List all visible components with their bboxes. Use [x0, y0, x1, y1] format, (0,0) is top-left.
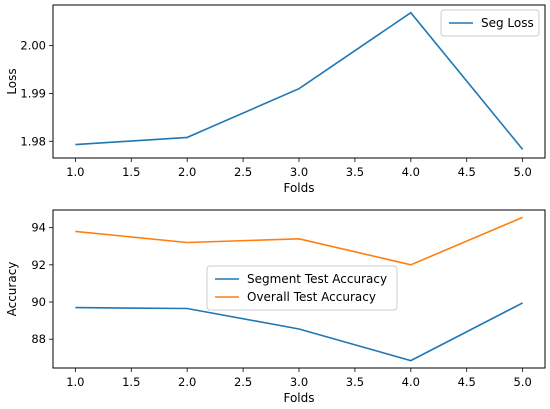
x-tick-label: 4.0 [402, 165, 420, 179]
x-tick-label: 5.0 [513, 165, 531, 179]
series-line-1 [75, 216, 523, 266]
series-line-0 [75, 11, 524, 150]
loss-chart: 1.0 1.5 2.0 2.5 3.0 3.5 4.0 4.5 5.0 1.98 1.99 2.00 F… [5, 4, 546, 195]
y-tick-label: 90 [31, 295, 46, 309]
x-tick-label: 3.0 [290, 375, 308, 389]
x-tick-label: 1.0 [66, 165, 84, 179]
x-tick-label: 2.0 [178, 375, 196, 389]
x-tick-label: 5.0 [513, 375, 531, 389]
y-tick-label: 1.99 [20, 86, 46, 100]
y-tick-label: 94 [31, 221, 46, 235]
legend-box [206, 265, 398, 311]
legend-label-0: Seg Loss [481, 16, 534, 30]
x-axis-label: Folds [283, 391, 314, 405]
y-axis-label: Accuracy [5, 262, 19, 317]
x-tick-label: 3.5 [346, 165, 364, 179]
x-tick-label: 1.5 [122, 165, 140, 179]
legend-label-1: Overall Test Accuracy [247, 290, 376, 304]
x-tick-label: 2.0 [178, 165, 196, 179]
y-tick-label: 88 [31, 332, 46, 346]
accuracy-chart: 1.0 1.5 2.0 2.5 3.0 3.5 4.0 4.5 5.0 88 90 92 94 Folds… [5, 209, 546, 405]
x-tick-label: 1.0 [66, 375, 84, 389]
legend-label-0: Segment Test Accuracy [247, 272, 387, 286]
x-tick-label: 4.0 [402, 375, 420, 389]
x-tick-label: 2.5 [234, 375, 252, 389]
x-axis-label: Folds [283, 181, 314, 195]
x-tick-label: 4.5 [458, 375, 476, 389]
x-tick-label: 4.5 [458, 165, 476, 179]
y-tick-label: 92 [31, 258, 46, 272]
x-tick-label: 1.5 [122, 375, 140, 389]
x-tick-label: 3.5 [346, 375, 364, 389]
y-tick-label: 2.00 [20, 39, 46, 53]
y-axis-label: Loss [5, 68, 19, 94]
x-tick-label: 3.0 [290, 165, 308, 179]
legend-box [440, 9, 540, 37]
series-line-0 [75, 302, 523, 362]
y-tick-label: 1.98 [20, 134, 46, 148]
x-tick-label: 2.5 [234, 165, 252, 179]
